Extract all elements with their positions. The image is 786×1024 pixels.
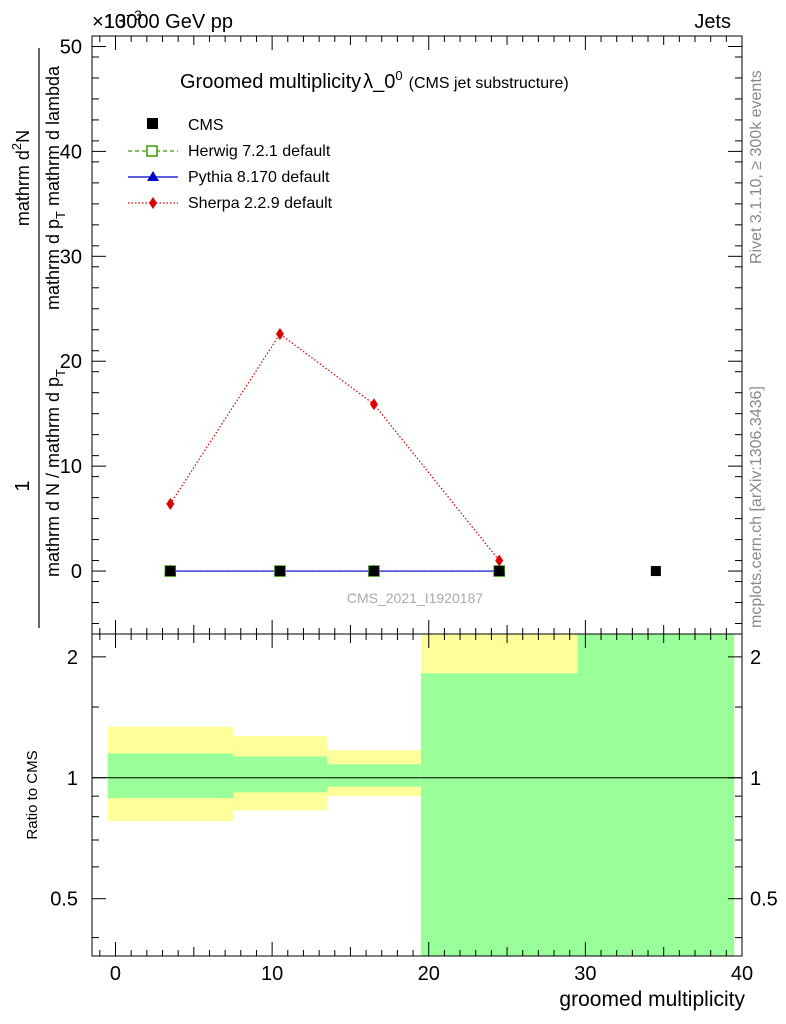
x-tick-label: 20 — [418, 963, 440, 985]
analysis-watermark: CMS_2021_I1920187 — [347, 590, 483, 606]
legend-sherpa-label: Sherpa 2.2.9 default — [188, 195, 333, 212]
sherpa-line — [169, 333, 500, 561]
ratio-y-tick-label-left: 2 — [67, 647, 78, 669]
ratio-y-tick-label-left: 1 — [67, 768, 78, 790]
y-tick-label: 10 — [60, 456, 82, 478]
y-tick-label: 40 — [60, 141, 82, 163]
ratio-y-tick-label-right: 1 — [750, 768, 761, 790]
svg-text:mathrm d pT mathrm d lambda: mathrm d pT mathrm d lambda — [43, 65, 68, 310]
chart-title: Groomed multiplicity λ_00 (CMS jet substru… — [180, 68, 569, 93]
cms-point — [368, 566, 379, 577]
cms-point — [650, 566, 661, 577]
ratio-plot-frame — [91, 633, 743, 957]
y-tick-label: 50 — [60, 36, 82, 58]
svg-text:mathrm d N / mathrm d pT: mathrm d N / mathrm d pT — [43, 369, 68, 577]
ratio-band-green-4 — [577, 634, 735, 956]
svg-text:1: 1 — [12, 480, 34, 491]
rivet-version-label: Rivet 3.1.10, ≥ 300k events — [748, 70, 765, 264]
exponent-label: ×10−3 — [92, 7, 142, 33]
x-tick-label: 30 — [574, 963, 596, 985]
ratio-y-tick-label-right: 2 — [750, 647, 761, 669]
sherpa-point — [369, 398, 378, 411]
collision-label: 13000 GeV pp — [104, 11, 233, 33]
process-label: Jets — [694, 11, 731, 33]
cms-point — [274, 566, 285, 577]
legend-sherpa-marker — [149, 197, 157, 209]
legend-cms-marker — [147, 118, 158, 129]
cms-point — [494, 566, 505, 577]
x-tick-label: 40 — [731, 963, 753, 985]
legend-pythia-marker — [147, 171, 159, 181]
x-axis-label: groomed multiplicity — [559, 988, 745, 1011]
ratio-y-tick-label-right: 0.5 — [750, 889, 778, 911]
x-tick-label: 0 — [110, 963, 121, 985]
legend-pythia-label: Pythia 8.170 default — [188, 169, 330, 186]
legend-herwig-label: Herwig 7.2.1 default — [188, 143, 331, 160]
data-series — [164, 327, 661, 577]
sherpa-point — [166, 497, 175, 510]
y-tick-label: 30 — [60, 246, 82, 268]
y-tick-label: 20 — [60, 351, 82, 373]
ratio-band-green-3 — [420, 673, 578, 956]
cms-point — [165, 566, 176, 577]
ratio-band-green-2 — [326, 764, 421, 787]
sherpa-point — [275, 327, 284, 340]
legend: CMS Herwig 7.2.1 default Pythia 8.170 de… — [128, 117, 333, 212]
ratio-band-green-1 — [232, 756, 327, 793]
ratio-bands — [107, 634, 735, 956]
ratio-y-tick-label-left: 0.5 — [50, 889, 78, 911]
legend-cms-label: CMS — [188, 117, 224, 134]
ratio-y-axis-label: Ratio to CMS — [24, 750, 41, 839]
ratio-band-green-0 — [107, 753, 233, 799]
y-tick-label: 0 — [71, 561, 82, 583]
sherpa-point — [495, 554, 504, 567]
axis-ticks: 0 10 20 30 40 0 10 20 30 40 50 0.5 0.5 1 1 2 2 — [50, 36, 778, 985]
x-tick-label: 10 — [261, 963, 283, 985]
mcplots-label: mcplots.cern.ch [arXiv:1306.3436] — [748, 386, 765, 628]
main-y-axis-label: 1 mathrm d N / mathrm d pT mathrm d2N ma… — [9, 48, 68, 628]
legend-herwig-marker — [146, 145, 158, 157]
svg-text:mathrm d2N: mathrm d2N — [9, 130, 33, 226]
